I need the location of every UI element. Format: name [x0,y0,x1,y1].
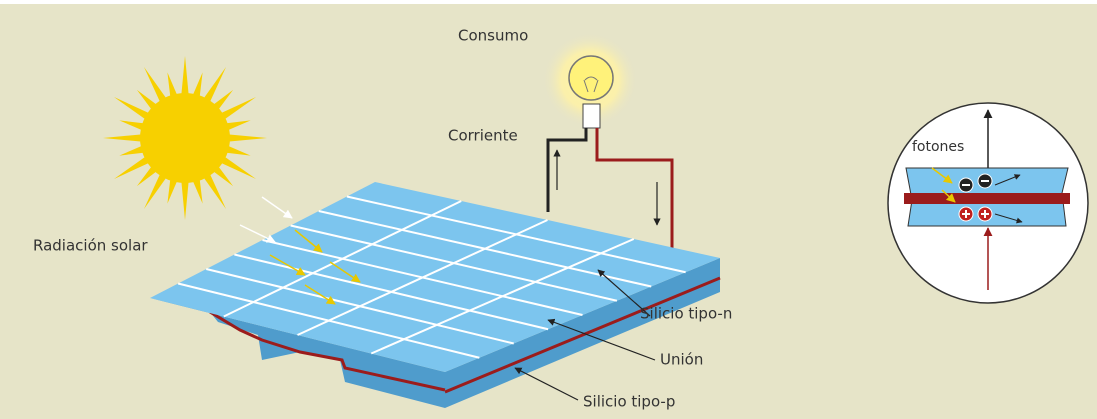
sun-ray [113,155,151,179]
panel-grid [177,195,686,359]
pointer [547,318,656,361]
sun-ray [192,72,203,99]
photon [269,254,306,276]
photon [294,229,323,253]
sun-ray [167,72,178,99]
sun-ray [144,66,168,104]
sun-ray [219,97,257,121]
bulb-base [582,103,601,129]
sun-ray [119,145,146,156]
ray [239,224,276,243]
plus-sign [981,210,989,218]
junction [444,276,721,394]
sun-ray [224,145,251,156]
inset-arrow [994,213,1023,224]
grid-line [297,219,548,336]
minus-sign [962,184,970,186]
bulb [568,55,614,101]
pointer [597,269,651,317]
pointer [514,367,579,401]
sun-ray [144,172,168,210]
sun-ray [202,172,226,210]
grid-line [370,238,635,355]
sun [103,56,267,220]
wire-black [546,128,588,212]
junction [209,310,446,392]
inset-photon [931,167,953,184]
photon [329,261,361,283]
sun-ray [211,89,234,112]
label: fotones [912,139,964,155]
minus-sign [981,180,989,182]
label: Silicio tipo-p [583,393,675,411]
sun-ray [202,66,226,104]
ray [261,196,293,219]
sun-ray [181,179,189,220]
inset-arrow [994,174,1021,186]
filament [583,76,599,93]
panel-front [150,298,445,408]
inset-junction [904,193,1070,204]
sun-ray [119,120,146,131]
plus-sign [962,210,970,218]
sun-ray [211,164,234,187]
inset-photon [941,189,956,203]
label: Corriente [448,127,518,145]
grid-line [223,200,462,318]
label: Unión [660,351,703,369]
label: Silicio tipo-n [640,305,732,323]
sun-ray [113,97,151,121]
sun-disc [140,93,230,183]
photon [304,284,336,305]
sun-ray [103,134,144,142]
sun-ray [219,155,257,179]
sun-ray [226,134,267,142]
sun-ray [136,164,159,187]
label: Consumo [458,27,528,45]
panel-top [150,182,720,372]
sun-ray [181,56,189,97]
sun-ray [167,177,178,204]
sun-ray [136,89,159,112]
sun-ray [192,177,203,204]
label: Radiación solar [33,237,148,255]
sun-ray [224,120,251,131]
